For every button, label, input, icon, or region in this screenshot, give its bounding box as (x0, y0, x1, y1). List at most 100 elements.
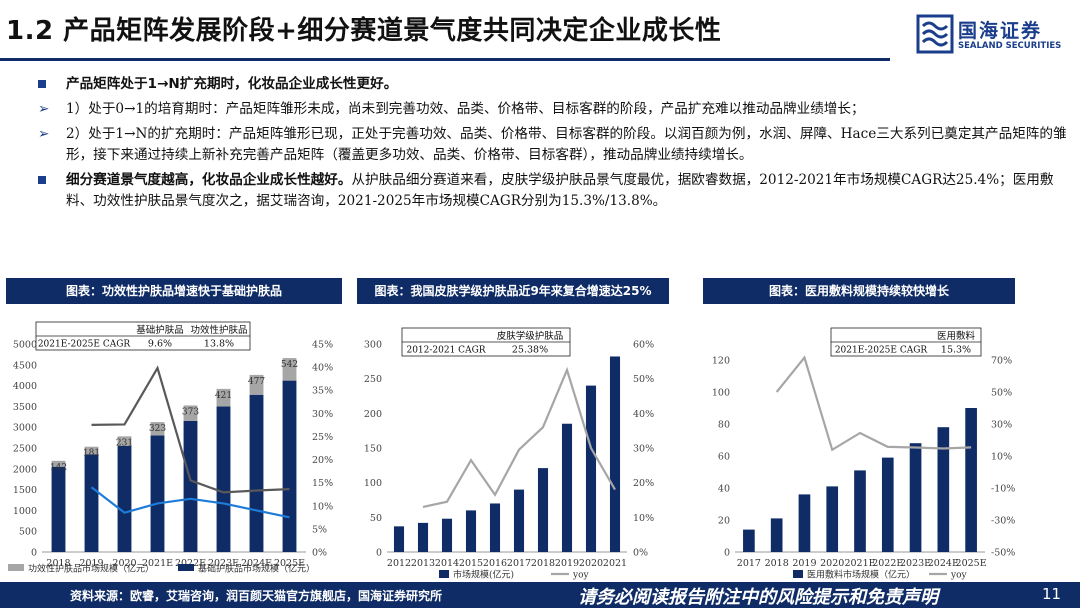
y-right-tick-label: 10% (991, 452, 1012, 463)
stack-bar-2021E (150, 422, 165, 436)
bullet-3: ➢ 2）处于1→N的扩充期时：产品矩阵雏形已现，正处于完善功效、品类、价格带、目… (38, 124, 1068, 166)
y-left-tick-label: 3500 (13, 402, 37, 413)
line-基础护肤品yoy (90, 486, 290, 519)
bar-2018 (51, 466, 66, 552)
y-left-tick-label: 0 (376, 548, 382, 559)
arrow-bullet-icon: ➢ (38, 126, 50, 142)
line-yoy (422, 366, 616, 509)
y-left-tick-label: 100 (364, 478, 382, 489)
bar-value-label: 542 (281, 360, 298, 370)
arrow-bullet-icon: ➢ (38, 101, 50, 117)
y-right-tick-label: -50% (991, 548, 1015, 559)
x-tick-label: 2024E (928, 558, 959, 569)
bar-value-label: 421 (215, 391, 232, 401)
bullet-4-text: 从护肤品细分赛道来看，皮肤学级护肤品景气度最优，据欧睿数据，2012-2021年… (66, 172, 1054, 209)
x-tick-label: 2014 (435, 558, 459, 569)
x-tick-label: 2024E (241, 558, 272, 569)
y-left-tick-label: 1000 (13, 506, 37, 517)
legend-swatch (178, 564, 194, 571)
x-tick-label: 2019 (555, 558, 579, 569)
y-right-tick-label: 0% (633, 548, 648, 559)
bar-2022E (183, 420, 198, 552)
stack-bar-2022E (183, 405, 198, 421)
legend-swatch (439, 570, 449, 578)
y-left-tick-label: 200 (364, 409, 382, 420)
stack-bar-2020 (117, 436, 132, 446)
x-tick-label: 2018 (46, 558, 70, 569)
chart-2-header: 图表：我国皮肤学级护肤品近9年来复合增速达25% (357, 278, 669, 304)
y-left-tick-label: 150 (364, 444, 382, 455)
x-tick-label: 2019 (792, 558, 816, 569)
bar-2017 (743, 529, 755, 552)
bar-2013 (417, 522, 429, 552)
title-bar: 1.2 产品矩阵发展阶段+细分赛道景气度共同决定企业成长性 国海证券 SEALA… (0, 0, 1080, 62)
bar-2018 (537, 468, 549, 552)
line-功效性护肤品yoy (91, 365, 290, 494)
y-left-tick-label: 2500 (13, 444, 37, 455)
bullet-3-text: 2）处于1→N的扩充期时：产品矩阵雏形已现，正处于完善功效、品类、价格带、目标客… (66, 126, 1067, 163)
y-left-tick-label: 500 (19, 527, 37, 538)
y-left-tick-label: 3000 (13, 423, 37, 434)
chart-1-svg: 0 500 1000 1500 2000 2500 3000 3500 4000 4500 5000… (8, 321, 333, 593)
y-left-tick-label: 80 (718, 420, 730, 431)
y-right-tick-label: 40% (312, 363, 333, 374)
y-left-tick-label: 300 (364, 340, 382, 351)
chart-1-header: 图表：功效性护肤品增速快于基础护肤品 (6, 278, 342, 304)
y-left-tick-label: 100 (712, 388, 730, 399)
legend-label: 基础护肤品市场规模（亿元） (198, 563, 315, 575)
stack-bar-2025E (282, 358, 297, 381)
cagr-table-header: 功效性护肤品 (190, 324, 247, 336)
stack-bar-2023E (216, 388, 231, 407)
x-tick-label: 2023E (900, 558, 931, 569)
bar-2016 (489, 503, 501, 552)
bar-2019 (561, 423, 573, 552)
x-tick-label: 2021E (844, 558, 875, 569)
cagr-table-value: 13.8% (204, 339, 234, 350)
y-right-tick-label: 20% (312, 455, 333, 466)
bullet-1: 产品矩阵处于1→N扩充期时，化妆品企业成长性更好。 (38, 74, 1068, 95)
x-tick-label: 2025E (274, 558, 305, 569)
y-left-tick-label: 40 (718, 484, 730, 495)
y-left-tick-label: 4000 (13, 381, 37, 392)
bar-2020 (826, 486, 839, 552)
legend-label: 市场规模(亿元) (453, 569, 514, 581)
x-tick-label: 2016 (483, 558, 507, 569)
cagr-table-row-label: 2021E-2025E CAGR (38, 340, 131, 350)
bar-2024E (937, 427, 950, 552)
y-right-tick-label: 50% (991, 388, 1012, 399)
y-right-tick-label: 5% (312, 524, 327, 535)
y-right-tick-label: 20% (633, 478, 654, 489)
x-tick-label: 2020 (112, 558, 136, 569)
cagr-table-row-label: 2012-2021 CAGR (406, 346, 485, 356)
y-right-tick-label: 10% (312, 501, 333, 512)
y-left-tick-label: 4500 (13, 360, 37, 371)
footer: 资料来源：欧睿，艾瑞咨询，润百颜天猫官方旗舰店，国海证券研究所 请务必阅读报告附… (0, 582, 1080, 608)
bar-2015 (465, 510, 477, 552)
bar-value-label: 142 (50, 463, 67, 473)
legend-swatch (793, 570, 803, 578)
bar-2012 (393, 526, 405, 552)
x-tick-label: 2023E (208, 558, 239, 569)
y-right-tick-label: 60% (633, 340, 654, 351)
cagr-table-value: 25.38% (512, 345, 548, 356)
y-right-tick-label: 30% (991, 420, 1012, 431)
y-left-tick-label: 50 (370, 513, 382, 524)
sealand-logo-icon (916, 14, 954, 54)
y-right-tick-label: 50% (633, 374, 654, 385)
x-tick-label: 2022E (175, 558, 206, 569)
chart-panel-2: 图表：我国皮肤学级护肤品近9年来复合增速达25% 0 50 100 150 200 250… (357, 278, 669, 584)
y-right-tick-label: 10% (633, 513, 654, 524)
y-left-tick-label: 5000 (13, 340, 37, 351)
y-right-tick-label: 70% (991, 356, 1012, 367)
y-left-tick-label: 0 (31, 548, 37, 559)
stack-bar-2024E (249, 374, 264, 395)
logo-en: SEALAND SECURITIES (958, 41, 1062, 51)
stack-bar-2018 (51, 460, 66, 467)
chart-panel-1: 图表：功效性护肤品增速快于基础护肤品 0 500 1000 1500 2000 2500 3… (6, 278, 342, 593)
y-left-tick-label: 120 (712, 356, 730, 367)
page-title: 1.2 产品矩阵发展阶段+细分赛道景气度共同决定企业成长性 (6, 16, 722, 46)
legend-label: yoy (572, 571, 590, 581)
bullet-4: 细分赛道景气度越高，化妆品企业成长性越好。从护肤品细分赛道来看，皮肤学级护肤品景… (38, 170, 1068, 212)
bullet-2-text: 1）处于0→1的培育期时：产品矩阵雏形未成，尚未到完善功效、品类、价格带、目标客… (66, 101, 865, 117)
bar-value-label: 323 (149, 424, 166, 434)
